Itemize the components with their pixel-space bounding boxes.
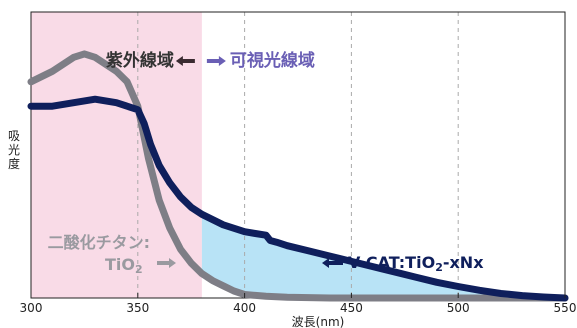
tio2-subscript: 2: [135, 263, 143, 276]
x-axis-title: 波長(nm): [292, 315, 345, 328]
x-tick-label: 450: [340, 301, 363, 315]
tio2-label-line2: TiO2: [105, 255, 143, 276]
vcat-formula: V-CAT:TiO: [348, 253, 435, 272]
arrow-right-icon: [157, 258, 176, 268]
uv-region-band: [31, 12, 202, 298]
arrow-left-icon: [175, 56, 195, 66]
x-tick-label: 300: [20, 301, 43, 315]
x-tick-label: 350: [126, 301, 149, 315]
y-axis-title: 吸光度: [8, 129, 20, 171]
vcat-annotation: V-CAT:TiO2-xNx: [322, 253, 484, 274]
tio2-formula: TiO: [105, 255, 135, 274]
arrow-left-icon: [322, 258, 343, 268]
x-axis-ticks: 300 350 400 450 500 550: [20, 293, 577, 315]
series-line-tio2: [27, 50, 569, 302]
x-tick-label: 550: [554, 301, 577, 315]
x-tick-label: 500: [447, 301, 470, 315]
vcat-formula-tail: -xNx: [443, 253, 484, 272]
uv-visible-annotation: 紫外線域 可視光線域: [106, 50, 315, 71]
visible-absorption-area: [201, 214, 565, 298]
y-axis-title-char: 度: [8, 156, 20, 171]
arrow-right-icon: [206, 56, 226, 66]
y-axis-title-char: 光: [8, 143, 20, 157]
x-tick-label: 400: [233, 301, 256, 315]
tio2-label-line1: 二酸化チタン:: [48, 233, 150, 252]
tio2-annotation: 二酸化チタン: TiO2: [48, 233, 176, 276]
vcat-label: V-CAT:TiO2-xNx: [348, 253, 484, 274]
visible-region-label: 可視光線域: [230, 50, 315, 71]
series-line-vcat: [27, 95, 569, 302]
y-axis-title-char: 吸: [8, 129, 20, 143]
vcat-subscript: 2: [435, 261, 443, 274]
uv-region-label: 紫外線域: [106, 50, 174, 71]
